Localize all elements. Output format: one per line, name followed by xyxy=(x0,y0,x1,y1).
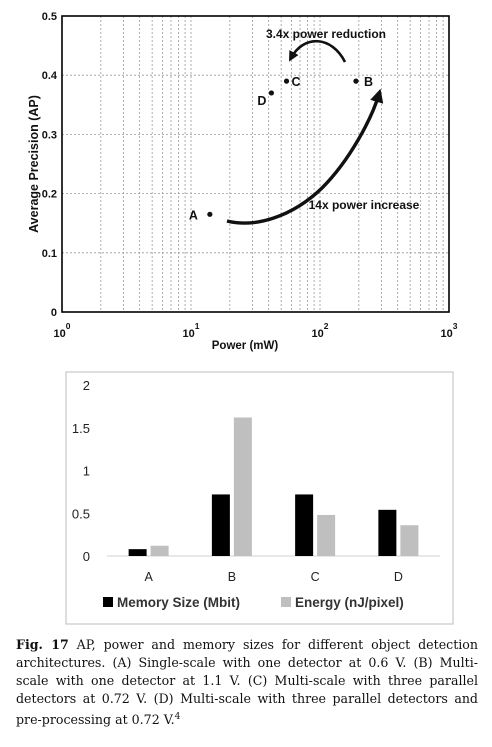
scatter-point-label: A xyxy=(189,208,198,222)
scatter-y-tick-label: 0.1 xyxy=(42,248,57,260)
scatter-grid xyxy=(62,16,449,312)
bar-y-tick-label: 1.5 xyxy=(72,421,90,436)
scatter-x-tick-label: 102 xyxy=(312,321,329,340)
bar-chart: 0 0.5 1 1.5 2 A B C D Memory Size (Mbit) Energy … xyxy=(65,371,454,625)
scatter-chart: 0 0.1 0.2 0.3 0.4 0.5 100 101 102 103 Power (mW)… xyxy=(27,11,458,352)
scatter-y-tick-label: 0.3 xyxy=(42,129,57,141)
bar-categories: A B C D xyxy=(144,570,402,584)
legend-label-memory: Memory Size (Mbit) xyxy=(117,595,240,610)
scatter-point-c xyxy=(283,78,290,84)
scatter-point-d xyxy=(268,90,274,96)
bar-y-tick-label: 1 xyxy=(83,464,90,479)
power-increase-arrow xyxy=(226,88,384,225)
bar-memory-b xyxy=(211,494,230,556)
bar-memory-d xyxy=(378,509,397,556)
scatter-y-tick-label: 0.4 xyxy=(42,70,58,82)
scatter-points: A B C D xyxy=(189,75,373,222)
scatter-x-tick-label: 101 xyxy=(183,321,200,340)
legend-swatch-energy xyxy=(281,597,291,607)
scatter-x-ticks: 100 101 102 103 xyxy=(54,321,458,340)
bar-category-label: D xyxy=(394,570,403,584)
bar-energy-c xyxy=(317,514,336,556)
bar-chart-frame xyxy=(65,371,454,625)
scatter-y-tick-label: 0.2 xyxy=(42,189,57,201)
power-increase-annotation: 14x power increase xyxy=(309,198,420,212)
figure: 0 0.1 0.2 0.3 0.4 0.5 100 101 102 103 Power (mW)… xyxy=(27,11,458,625)
bar-marks xyxy=(128,417,419,556)
legend-label-energy: Energy (nJ/pixel) xyxy=(295,595,404,610)
bar-y-tick-label: 0.5 xyxy=(72,506,90,521)
bar-energy-b xyxy=(233,417,252,556)
scatter-y-ticks: 0 0.1 0.2 0.3 0.4 0.5 xyxy=(42,11,58,319)
bar-energy-d xyxy=(400,525,419,556)
scatter-point-label: B xyxy=(364,75,373,89)
caption-label: Fig. 17 xyxy=(16,637,69,652)
power-reduction-annotation: 3.4x power reduction xyxy=(266,27,386,41)
bar-memory-c xyxy=(295,494,314,556)
scatter-point-a xyxy=(207,211,213,217)
legend-swatch-memory xyxy=(103,597,113,607)
figure-caption: Fig. 17 AP, power and memory sizes for d… xyxy=(16,636,478,729)
bar-legend: Memory Size (Mbit) Energy (nJ/pixel) xyxy=(103,595,404,610)
scatter-x-axis-label: Power (mW) xyxy=(212,340,279,352)
scatter-point-label: C xyxy=(292,75,301,89)
bar-category-label: B xyxy=(228,570,236,584)
scatter-x-tick-label: 103 xyxy=(441,321,458,340)
caption-footnote: 4 xyxy=(174,712,181,722)
bar-memory-a xyxy=(128,549,147,556)
scatter-point-b xyxy=(353,78,359,84)
bar-energy-a xyxy=(150,545,169,556)
bar-y-tick-label: 2 xyxy=(83,378,90,393)
caption-text: AP, power and memory sizes for different… xyxy=(16,637,478,728)
bar-category-label: C xyxy=(311,570,320,584)
scatter-point-label: D xyxy=(257,94,266,108)
scatter-y-axis-label: Average Precision (AP) xyxy=(27,95,41,233)
bar-y-ticks: 0 0.5 1 1.5 2 xyxy=(72,378,90,564)
scatter-x-tick-label: 100 xyxy=(54,321,71,340)
bar-y-tick-label: 0 xyxy=(83,549,90,564)
scatter-y-tick-label: 0 xyxy=(51,307,57,319)
bar-category-label: A xyxy=(144,570,153,584)
scatter-plot-frame xyxy=(61,15,450,313)
scatter-y-tick-label: 0.5 xyxy=(42,11,57,23)
power-reduction-arrow xyxy=(289,39,347,63)
